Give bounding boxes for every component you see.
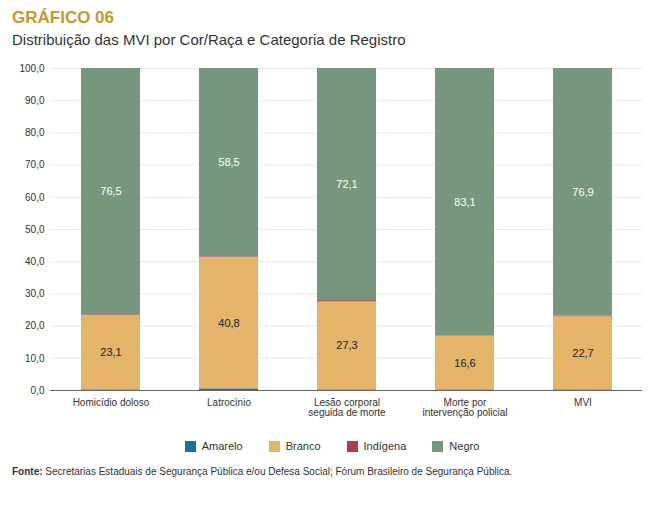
svg-text:40,8: 40,8 xyxy=(218,317,239,329)
svg-text:60,0: 60,0 xyxy=(25,192,45,203)
svg-text:76,9: 76,9 xyxy=(572,186,593,198)
svg-text:72,1: 72,1 xyxy=(336,178,357,190)
html-text:Indígena: Indígena xyxy=(363,440,407,452)
svg-text:27,3: 27,3 xyxy=(336,339,357,351)
svg-text:23,1: 23,1 xyxy=(100,346,121,358)
svg-text:50,0: 50,0 xyxy=(25,224,45,235)
html-text:Negro: Negro xyxy=(449,440,480,452)
svg-text:Homicídio doloso: Homicídio doloso xyxy=(73,397,150,408)
svg-text:100,0: 100,0 xyxy=(19,63,44,74)
svg-text:70,0: 70,0 xyxy=(25,159,45,170)
svg-text:40,0: 40,0 xyxy=(25,256,45,267)
svg-text:16,6: 16,6 xyxy=(454,357,475,369)
html-text:Amarelo: Amarelo xyxy=(201,440,243,452)
svg-text:Lesão corporalseguida de morte: Lesão corporalseguida de morte xyxy=(308,397,386,418)
svg-text:22,7: 22,7 xyxy=(572,347,593,359)
svg-text:Morte porintervenção policial: Morte porintervenção policial xyxy=(422,397,507,418)
svg-text:10,0: 10,0 xyxy=(25,353,45,364)
svg-text:MVI: MVI xyxy=(574,397,592,408)
html-text:Fonte: Secretarias Estaduais d: Fonte: Secretarias Estaduais de Seguranç… xyxy=(12,466,513,477)
svg-text:Latrocínio: Latrocínio xyxy=(207,397,251,408)
html-text:GRÁFICO 06: GRÁFICO 06 xyxy=(12,8,114,27)
svg-text:0,0: 0,0 xyxy=(31,385,45,396)
svg-text:30,0: 30,0 xyxy=(25,288,45,299)
svg-text:76,5: 76,5 xyxy=(100,185,121,197)
html-text:Branco: Branco xyxy=(285,440,321,452)
svg-text:90,0: 90,0 xyxy=(25,95,45,106)
svg-text:58,5: 58,5 xyxy=(218,156,239,168)
svg-text:80,0: 80,0 xyxy=(25,127,45,138)
svg-text:83,1: 83,1 xyxy=(454,196,475,208)
html-text:Distribuição das MVI por Cor/R: Distribuição das MVI por Cor/Raça e Cate… xyxy=(12,31,406,48)
svg-text:20,0: 20,0 xyxy=(25,320,45,331)
